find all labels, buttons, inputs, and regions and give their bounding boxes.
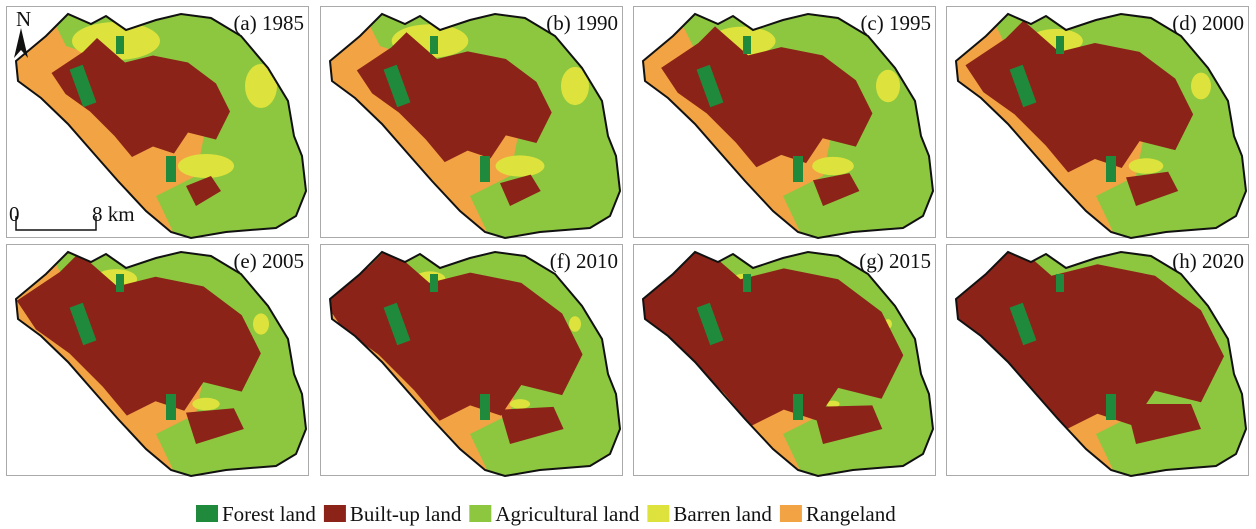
map-outline (14, 250, 308, 478)
forest-area (696, 64, 724, 108)
map-outline (641, 250, 935, 478)
agricultural-area (360, 14, 620, 238)
legend-label: Barren land (673, 502, 772, 526)
map-panel: (g) 2015 (633, 244, 936, 478)
barren-area (561, 66, 589, 106)
map-outline (328, 12, 622, 240)
built-up-area (813, 173, 860, 206)
agricultural-area (986, 14, 1246, 238)
map-panel: (a) 1985 N 0 8 km (6, 6, 309, 240)
forest-area (166, 156, 176, 182)
barren-area (245, 64, 277, 108)
forest-area (1009, 302, 1037, 346)
scale-end: 8 km (92, 202, 135, 226)
forest-area (1106, 394, 1116, 420)
panel-label: (d) 2000 (1172, 11, 1244, 35)
scale-start: 0 (9, 202, 20, 226)
map-outline (641, 12, 935, 240)
barren-area (569, 316, 581, 332)
barren-area (1191, 72, 1211, 100)
panel-label: (f) 2010 (550, 249, 618, 273)
legend-label: Rangeland (806, 502, 896, 526)
legend-swatch (779, 505, 802, 522)
legend-swatch (196, 505, 218, 522)
built-up-area (330, 252, 583, 421)
barren-area (1128, 158, 1164, 174)
map-area (956, 252, 1246, 476)
barren-area (509, 399, 531, 409)
built-up-area (186, 176, 221, 206)
forest-area (1056, 274, 1064, 292)
barren-area (253, 313, 269, 335)
panel-label: (b) 1990 (546, 11, 618, 35)
forest-area (116, 36, 124, 54)
forest-area (1056, 36, 1064, 54)
built-up-area (500, 406, 564, 444)
forest-area (743, 274, 751, 292)
legend-label: Forest land (222, 502, 316, 526)
forest-area (743, 36, 751, 54)
forest-area (793, 394, 803, 420)
built-up-area (1126, 171, 1179, 206)
forest-area (480, 394, 490, 420)
panel-label: (c) 1995 (860, 11, 931, 35)
forest-area (1009, 64, 1037, 108)
built-up-area (661, 26, 873, 168)
built-up-area (813, 405, 883, 444)
built-up-area (965, 20, 1194, 173)
forest-area (480, 156, 490, 182)
forest-area (69, 64, 97, 108)
map-panel: (d) 2000 (946, 6, 1249, 240)
map-panel: (e) 2005 (6, 244, 309, 478)
map-panel: (f) 2010 (320, 244, 623, 478)
forest-area (793, 156, 803, 182)
built-up-area (500, 174, 541, 206)
legend-label: Agricultural land (495, 502, 640, 526)
forest-area (116, 274, 124, 292)
forest-area (430, 36, 438, 54)
legend-swatch (469, 505, 492, 522)
forest-area (696, 302, 724, 346)
map-outline (954, 250, 1248, 478)
built-up-area (16, 252, 261, 416)
panel-label: (g) 2015 (859, 249, 931, 273)
forest-area (383, 64, 411, 108)
agricultural-area (46, 252, 306, 476)
built-up-area (186, 408, 244, 444)
forest-area (1106, 156, 1116, 182)
north-arrow (14, 28, 28, 58)
map-panel: (b) 1990 (320, 6, 623, 240)
barren-area (495, 155, 545, 177)
barren-area (826, 400, 840, 408)
legend-swatch (323, 505, 346, 522)
agricultural-area (673, 14, 933, 238)
barren-area (876, 69, 900, 103)
forest-area (69, 302, 97, 346)
north-arrow-label: N (16, 7, 31, 31)
barren-area (192, 397, 220, 411)
barren-area (178, 154, 234, 178)
legend-label: Built-up land (350, 502, 462, 526)
legend-swatch (647, 505, 670, 522)
built-up-area (1126, 404, 1201, 444)
forest-area (430, 274, 438, 292)
barren-area (812, 156, 854, 176)
map-outline (14, 12, 308, 240)
agricultural-area (46, 14, 306, 238)
forest-area (166, 394, 176, 420)
built-up-area (956, 252, 1224, 431)
built-up-area (356, 32, 552, 163)
forest-area (383, 302, 411, 346)
built-up-area (643, 252, 904, 426)
map-outline (954, 12, 1248, 240)
map-outline (328, 250, 622, 478)
map-panel: (c) 1995 (633, 6, 936, 240)
built-up-area (51, 38, 230, 157)
panel-label: (a) 1985 (233, 11, 304, 35)
panel-label: (h) 2020 (1172, 249, 1244, 273)
panel-label: (e) 2005 (233, 249, 304, 273)
scale-bar (15, 216, 97, 231)
map-panel: (h) 2020 (946, 244, 1249, 478)
